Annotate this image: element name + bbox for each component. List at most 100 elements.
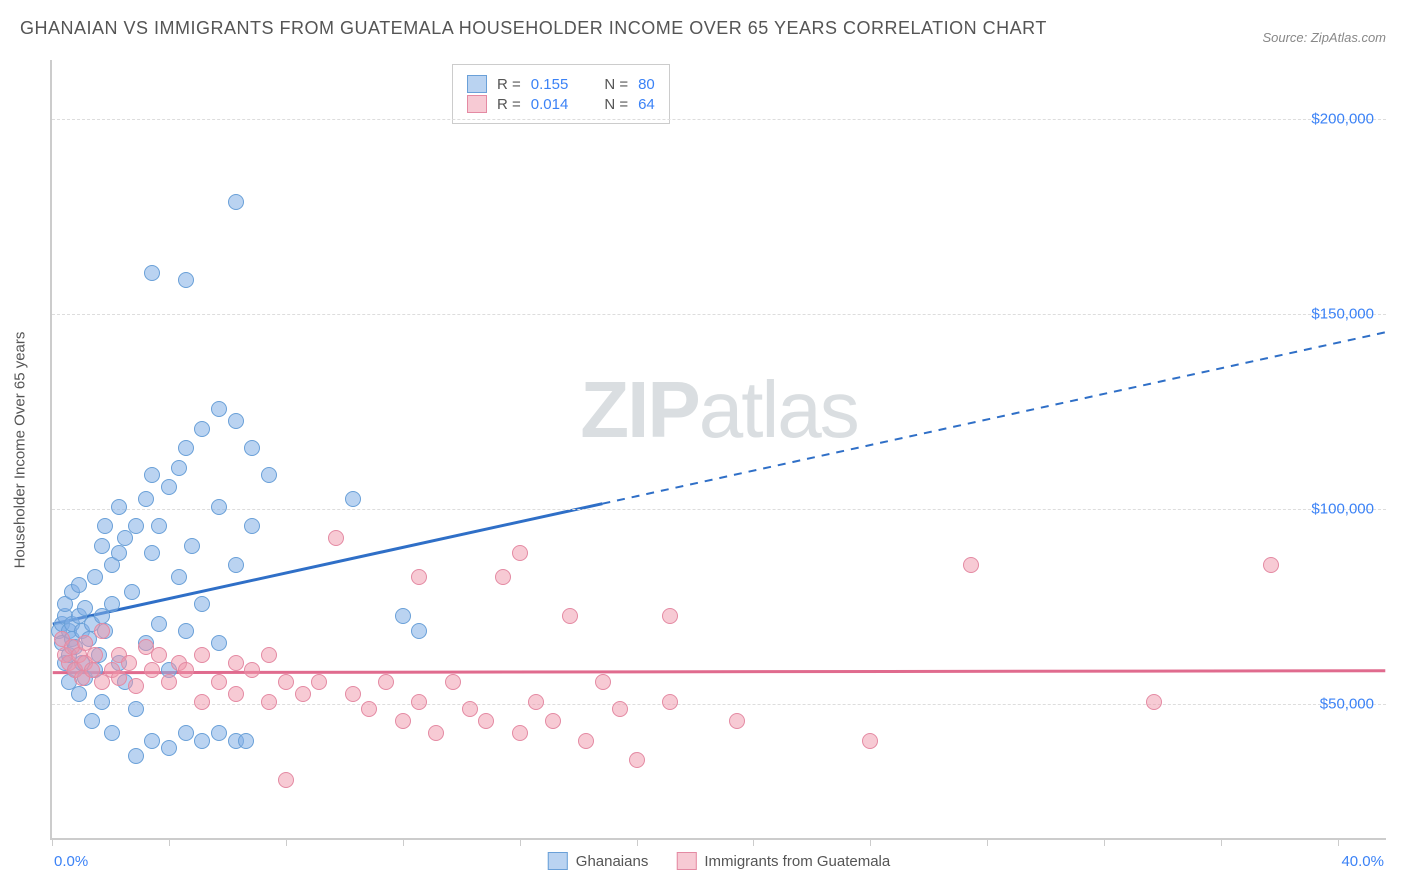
scatter-point — [228, 194, 244, 210]
stats-row-guatemala: R = 0.014 N = 64 — [467, 95, 655, 113]
scatter-point — [228, 413, 244, 429]
r-label: R = — [497, 76, 521, 93]
x-tick — [520, 838, 521, 846]
scatter-point — [1263, 557, 1279, 573]
scatter-point — [128, 518, 144, 534]
scatter-point — [211, 725, 227, 741]
scatter-point — [862, 733, 878, 749]
watermark: ZIPatlas — [580, 364, 857, 456]
watermark-zip: ZIP — [580, 365, 698, 454]
y-axis-label: Householder Income Over 65 years — [12, 332, 29, 569]
scatter-point — [178, 725, 194, 741]
scatter-point — [578, 733, 594, 749]
scatter-point — [612, 701, 628, 717]
y-tick-label: $200,000 — [1311, 110, 1374, 127]
scatter-point — [194, 647, 210, 663]
scatter-point — [528, 694, 544, 710]
scatter-point — [295, 686, 311, 702]
legend-label-guatemala: Immigrants from Guatemala — [704, 853, 890, 870]
scatter-point — [151, 518, 167, 534]
scatter-point — [545, 713, 561, 729]
scatter-point — [495, 569, 511, 585]
scatter-point — [629, 752, 645, 768]
stats-legend: R = 0.155 N = 80 R = 0.014 N = 64 — [452, 64, 670, 124]
scatter-point — [662, 694, 678, 710]
scatter-point — [87, 569, 103, 585]
series-legend: Ghanaians Immigrants from Guatemala — [548, 852, 890, 870]
scatter-point — [378, 674, 394, 690]
scatter-point — [128, 748, 144, 764]
scatter-point — [211, 674, 227, 690]
n-label: N = — [604, 76, 628, 93]
scatter-point — [94, 694, 110, 710]
x-axis-min-label: 0.0% — [54, 853, 88, 870]
x-tick — [637, 838, 638, 846]
r-label: R = — [497, 96, 521, 113]
gridline — [52, 509, 1386, 510]
scatter-point — [261, 694, 277, 710]
scatter-point — [194, 733, 210, 749]
scatter-point — [138, 491, 154, 507]
scatter-point — [144, 467, 160, 483]
scatter-point — [144, 265, 160, 281]
scatter-point — [94, 538, 110, 554]
scatter-point — [395, 608, 411, 624]
scatter-point — [562, 608, 578, 624]
plot-area: ZIPatlas R = 0.155 N = 80 R = 0.014 N = … — [50, 60, 1386, 840]
scatter-point — [171, 460, 187, 476]
scatter-point — [411, 694, 427, 710]
n-value-guatemala: 64 — [638, 96, 655, 113]
x-tick — [169, 838, 170, 846]
y-tick-label: $100,000 — [1311, 500, 1374, 517]
legend-item-ghanaians: Ghanaians — [548, 852, 649, 870]
scatter-point — [128, 701, 144, 717]
scatter-point — [71, 577, 87, 593]
scatter-point — [161, 740, 177, 756]
scatter-point — [104, 725, 120, 741]
gridline — [52, 314, 1386, 315]
scatter-point — [178, 272, 194, 288]
scatter-point — [94, 623, 110, 639]
y-tick-label: $150,000 — [1311, 305, 1374, 322]
scatter-point — [71, 686, 87, 702]
scatter-point — [278, 772, 294, 788]
scatter-point — [261, 647, 277, 663]
stats-row-ghanaians: R = 0.155 N = 80 — [467, 75, 655, 93]
swatch-ghanaians — [467, 75, 487, 93]
scatter-point — [512, 725, 528, 741]
scatter-point — [124, 584, 140, 600]
gridline — [52, 704, 1386, 705]
scatter-point — [171, 569, 187, 585]
scatter-point — [445, 674, 461, 690]
x-tick — [753, 838, 754, 846]
scatter-point — [244, 662, 260, 678]
legend-label-ghanaians: Ghanaians — [576, 853, 649, 870]
swatch-ghanaians — [548, 852, 568, 870]
scatter-point — [244, 518, 260, 534]
scatter-point — [194, 421, 210, 437]
scatter-point — [144, 545, 160, 561]
scatter-point — [178, 440, 194, 456]
x-tick — [403, 838, 404, 846]
x-tick — [1221, 838, 1222, 846]
scatter-point — [111, 670, 127, 686]
scatter-point — [194, 694, 210, 710]
scatter-point — [111, 545, 127, 561]
scatter-point — [228, 686, 244, 702]
r-value-ghanaians: 0.155 — [531, 76, 569, 93]
scatter-point — [104, 596, 120, 612]
scatter-point — [228, 655, 244, 671]
swatch-guatemala — [467, 95, 487, 113]
scatter-point — [512, 545, 528, 561]
x-tick — [1104, 838, 1105, 846]
scatter-point — [161, 674, 177, 690]
chart-container: Householder Income Over 65 years ZIPatla… — [50, 60, 1386, 840]
scatter-point — [462, 701, 478, 717]
scatter-point — [77, 600, 93, 616]
scatter-point — [963, 557, 979, 573]
scatter-point — [151, 647, 167, 663]
scatter-point — [595, 674, 611, 690]
y-tick-label: $50,000 — [1320, 695, 1374, 712]
scatter-point — [361, 701, 377, 717]
scatter-point — [662, 608, 678, 624]
